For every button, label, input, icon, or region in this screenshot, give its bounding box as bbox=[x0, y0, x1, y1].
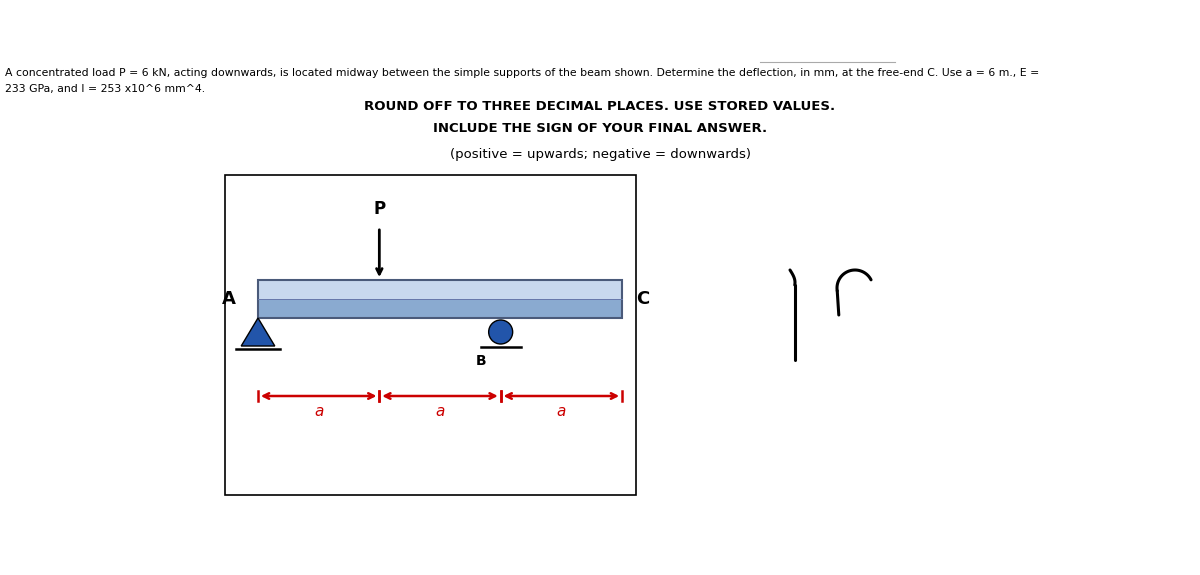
Text: P: P bbox=[373, 200, 385, 218]
Text: (positive = upwards; negative = downwards): (positive = upwards; negative = downward… bbox=[450, 148, 750, 161]
Circle shape bbox=[488, 320, 512, 344]
Bar bbox=[258, 299, 622, 318]
Text: ROUND OFF TO THREE DECIMAL PLACES. USE STORED VALUES.: ROUND OFF TO THREE DECIMAL PLACES. USE S… bbox=[365, 100, 835, 113]
Text: a: a bbox=[436, 404, 445, 419]
Text: B: B bbox=[476, 354, 487, 368]
Polygon shape bbox=[241, 318, 275, 346]
Text: A concentrated load P = 6 kN, acting downwards, is located midway between the si: A concentrated load P = 6 kN, acting dow… bbox=[5, 68, 1039, 78]
Text: INCLUDE THE SIGN OF YOUR FINAL ANSWER.: INCLUDE THE SIGN OF YOUR FINAL ANSWER. bbox=[433, 122, 767, 135]
Bar bbox=[258, 280, 622, 318]
Bar bbox=[226, 175, 636, 495]
Text: a: a bbox=[557, 404, 566, 419]
Text: C: C bbox=[636, 290, 649, 308]
Bar bbox=[258, 280, 622, 299]
Text: A: A bbox=[222, 290, 236, 308]
Text: a: a bbox=[314, 404, 323, 419]
Text: 233 GPa, and I = 253 x10^6 mm^4.: 233 GPa, and I = 253 x10^6 mm^4. bbox=[5, 84, 205, 94]
